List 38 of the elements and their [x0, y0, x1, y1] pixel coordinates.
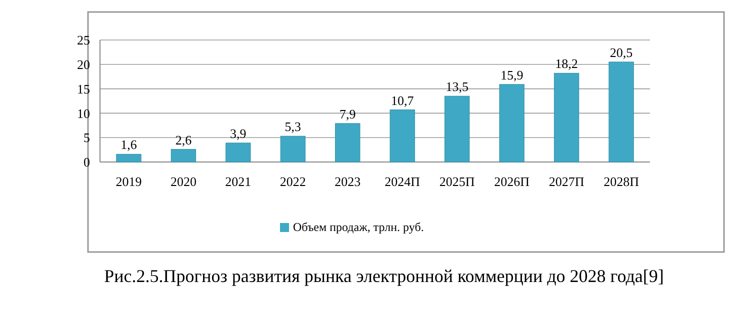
legend-label: Объем продаж, трлн. руб. [293, 220, 424, 234]
bar [226, 142, 251, 162]
text: 13,5 [446, 79, 468, 94]
bar [116, 154, 142, 162]
x-tick-label: 2024П [384, 174, 420, 189]
text: 1,6 [120, 137, 137, 152]
bar [499, 84, 524, 162]
text: 5,3 [284, 119, 302, 134]
x-tick-label: 2028П [604, 174, 639, 189]
bar [554, 72, 580, 162]
y-tick-label: 0 [84, 154, 90, 170]
y-tick-label: 25 [77, 32, 90, 48]
bar [390, 110, 415, 162]
y-tick-label: 20 [77, 56, 90, 72]
x-tick-label: 2026П [494, 174, 530, 189]
text: Рис.2.5.Прогноз развития рынка электронной коммерции до 2028 года[9] [104, 266, 664, 286]
text: 18,2 [555, 56, 578, 72]
x-tick-label: 2022 [280, 174, 306, 189]
text: 10,7 [390, 92, 414, 108]
x-tick-label: 2021 [225, 174, 252, 189]
bar [444, 96, 470, 162]
text: 20,5 [610, 44, 633, 60]
text: 15,9 [500, 67, 524, 82]
bar [280, 136, 306, 162]
x-tick-label: 2027П [548, 174, 584, 189]
text: 3,9 [230, 126, 246, 141]
x-tick-label: 2020 [170, 174, 196, 189]
y-tick-label: 10 [77, 106, 90, 121]
x-tick-label: 2023 [334, 174, 361, 189]
bar [608, 62, 634, 162]
bar [170, 149, 196, 162]
x-tick-label: 2025П [439, 174, 475, 189]
x-tick-label: 2019 [116, 174, 142, 189]
bar [335, 123, 360, 162]
y-tick-label: 15 [77, 81, 90, 96]
text: 7,9 [340, 106, 356, 122]
y-tick-label: 5 [84, 130, 90, 146]
text: 2,6 [175, 132, 192, 148]
